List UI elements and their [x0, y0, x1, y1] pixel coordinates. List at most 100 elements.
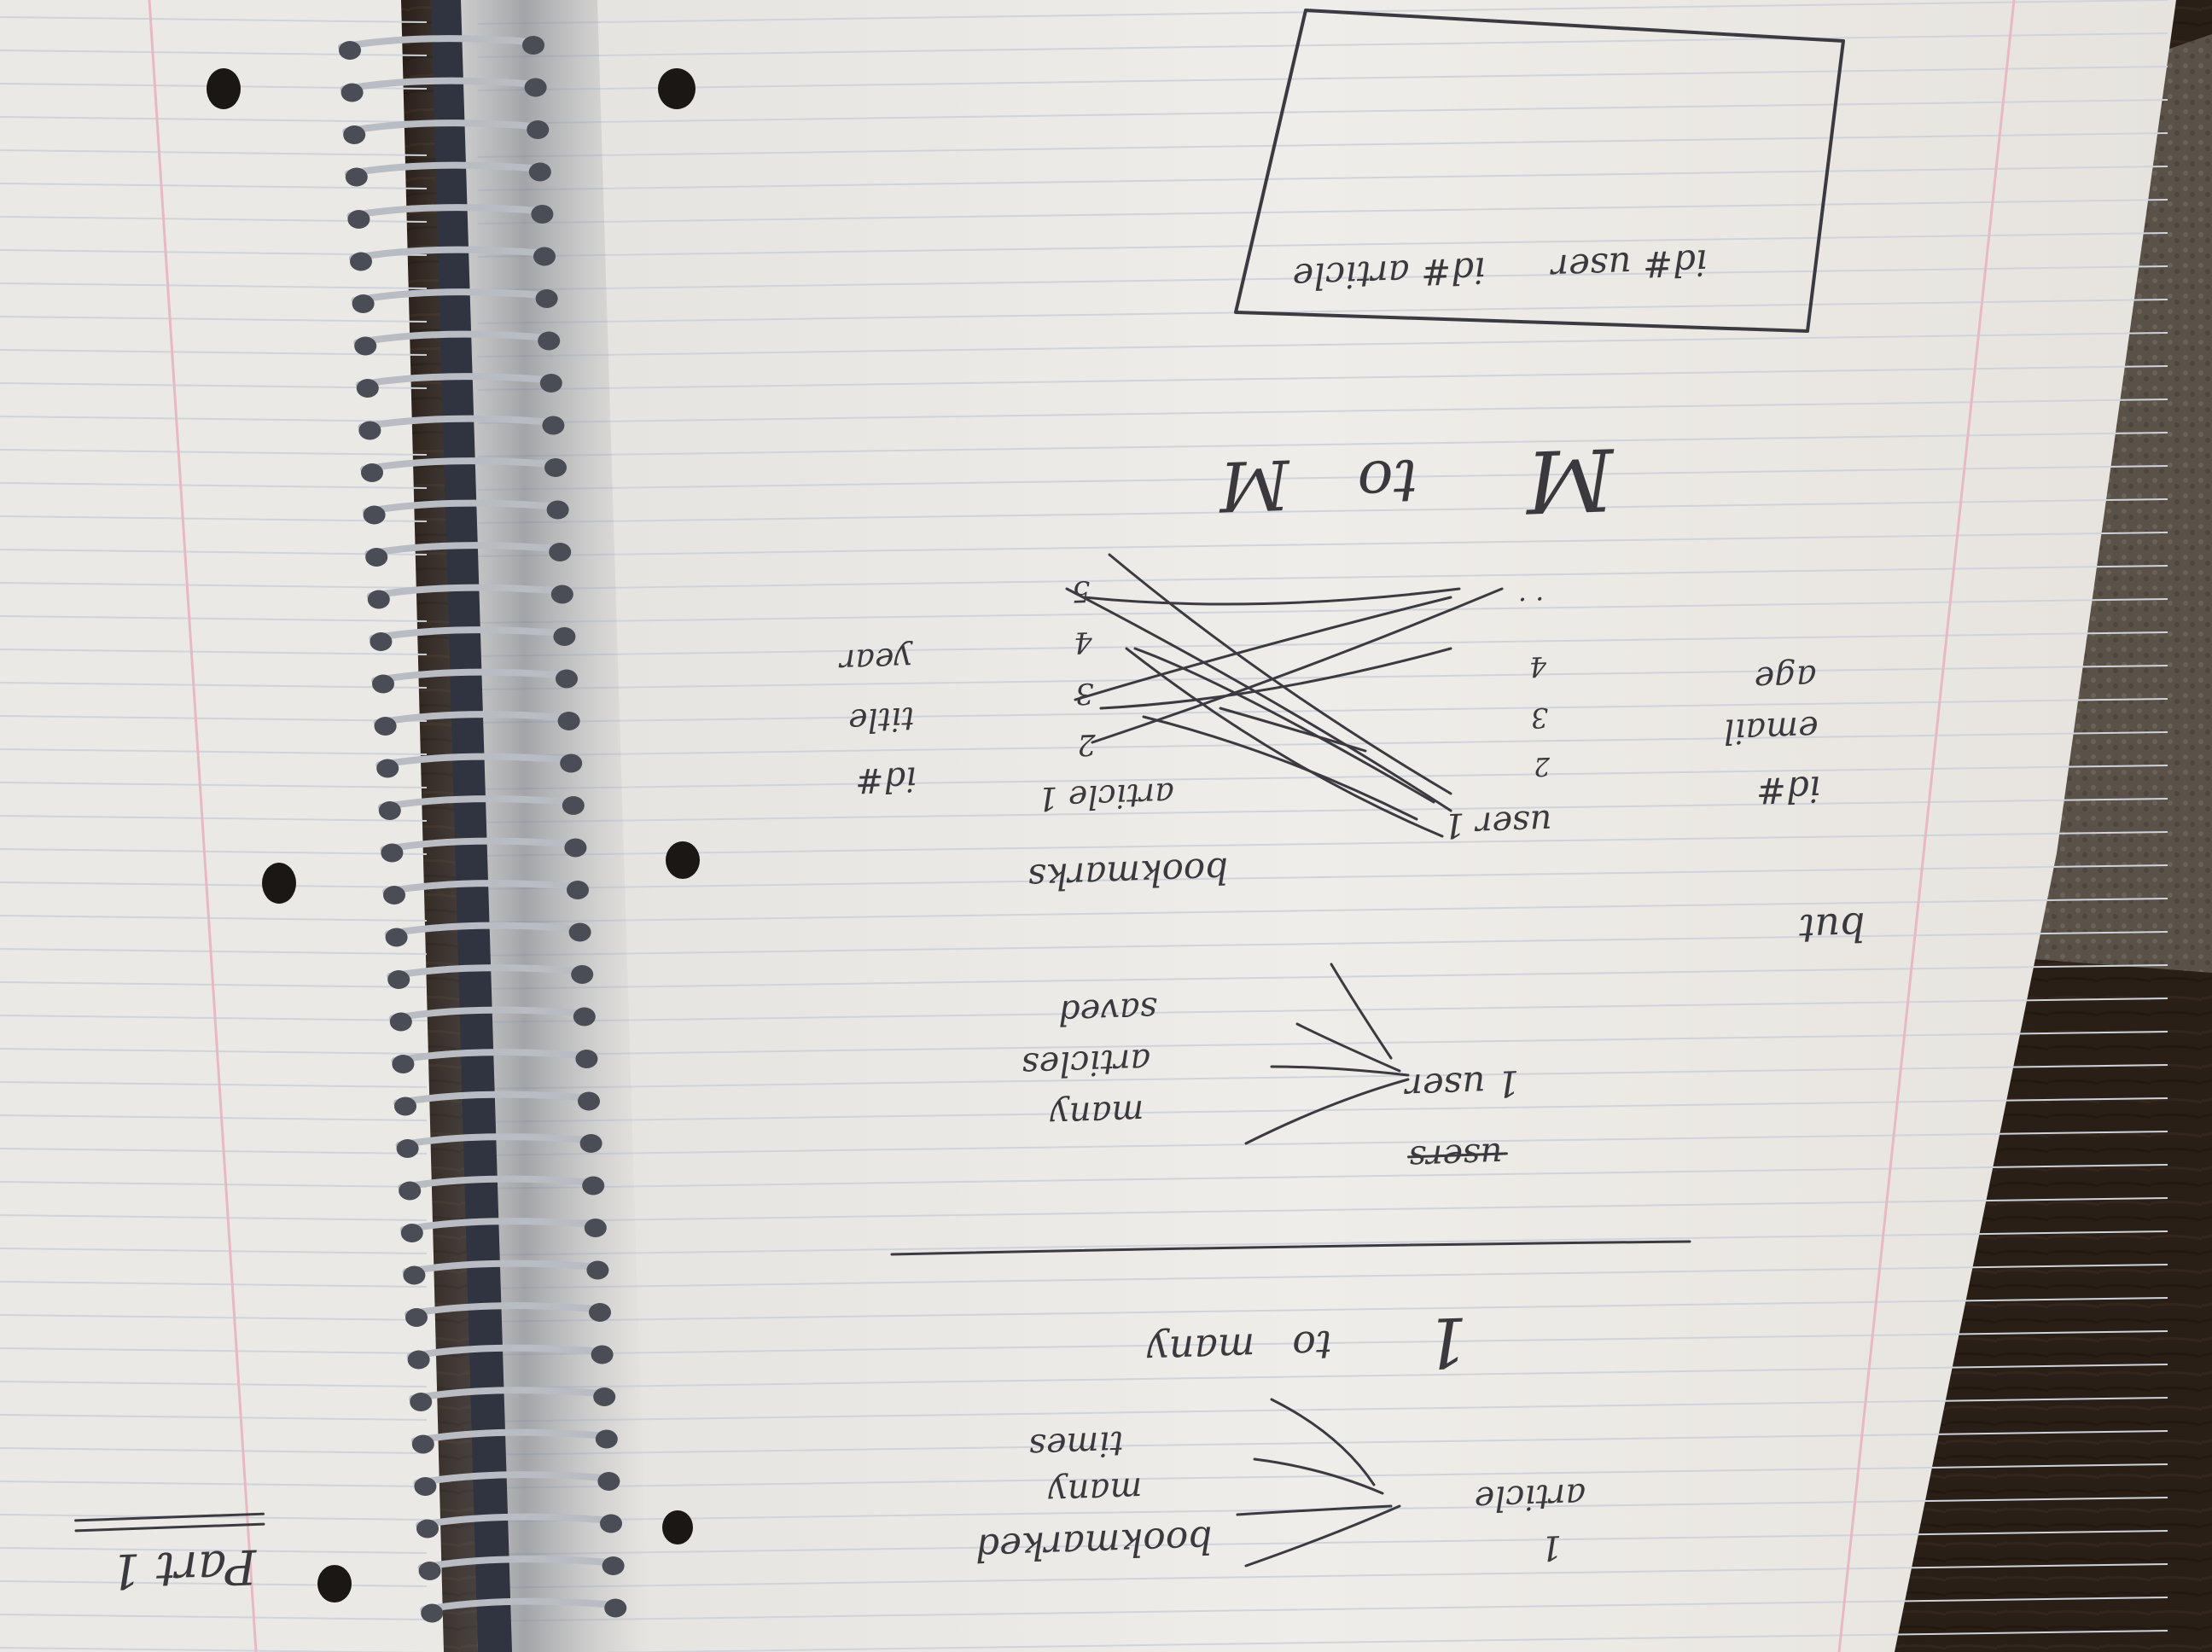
spiral-hole [522, 36, 544, 55]
spiral-hole [579, 1134, 602, 1153]
spiral-hole [396, 1139, 419, 1158]
spiral-hole [568, 922, 591, 942]
spiral-coil [398, 1175, 593, 1191]
rule-line-left [0, 1414, 428, 1421]
spiral-hole [591, 1345, 614, 1364]
spiral-hole [553, 627, 576, 646]
spiral-hole [385, 928, 408, 947]
rule-line-left [0, 1514, 428, 1521]
rule-line-left [0, 1248, 428, 1254]
spiral-hole [389, 1012, 412, 1032]
rule-line-right [477, 432, 2168, 457]
punch-holes [207, 68, 700, 1603]
spiral-coil [399, 1218, 595, 1233]
rule-line-left [0, 582, 428, 589]
spiral-hole [383, 886, 405, 905]
spiral-coil [380, 837, 575, 853]
spiral-coil [373, 711, 568, 726]
rule-line-left [0, 549, 428, 556]
m-right: M [1216, 444, 1292, 526]
many-label-2: many [1145, 1324, 1255, 1374]
times-label: times [1028, 1423, 1125, 1466]
spiral-hole [557, 712, 580, 730]
rule-line-left [0, 1447, 428, 1454]
rule-line-right [477, 964, 2168, 990]
spiral-hole [531, 205, 554, 224]
field-user-email: email [1723, 708, 1819, 751]
svg-text:but: but [1798, 904, 1866, 952]
rule-line-right [477, 565, 2168, 590]
spiral-hole [524, 78, 547, 97]
spiral-coil [369, 626, 564, 642]
spiral-hole [586, 1260, 609, 1280]
rule-line-right [477, 831, 2168, 857]
rule-line-left [0, 1614, 428, 1620]
rule-line-right [477, 1364, 2168, 1389]
rule-line-left [0, 382, 428, 389]
spiral-hole [584, 1219, 607, 1237]
spiral-hole [571, 965, 594, 984]
spiral-binding [338, 35, 627, 1623]
spiral-hole [544, 458, 567, 477]
spiral-hole [546, 500, 569, 520]
spiral-hole [575, 1050, 598, 1068]
one-to-many: 1 to many [1145, 1301, 1470, 1382]
spiral-hole [416, 1519, 439, 1539]
spiral-coil [417, 1556, 613, 1571]
rule-line-right [477, 1097, 2168, 1123]
spiral-hole [361, 463, 383, 482]
spiral-hole [339, 41, 361, 60]
field-user-age: age [1754, 657, 1818, 699]
rule-line-right [477, 66, 2168, 91]
spiral-hole [567, 881, 589, 899]
spiral-coil [358, 415, 553, 431]
rule-line-left [0, 1647, 428, 1652]
rule-line-left [0, 482, 428, 489]
field-article-year: year [837, 640, 915, 680]
spiral-hole [414, 1477, 437, 1496]
spiral-hole [550, 585, 573, 604]
spiral-hole [573, 1007, 596, 1027]
rule-line-right [477, 1297, 2168, 1323]
rule-line-right [477, 99, 2168, 125]
spiral-hole [405, 1308, 428, 1327]
spiral-coil [384, 922, 579, 938]
rule-line-left [0, 149, 428, 156]
spiral-coil [353, 330, 549, 346]
rule-line-left [0, 1181, 428, 1188]
spiral-hole [538, 331, 561, 351]
spiral-hole [564, 838, 587, 858]
rule-line-left [0, 1114, 428, 1121]
table-col-user: id# user [1548, 241, 1708, 288]
fields-user: id# email age [1723, 657, 1821, 812]
rule-line-right [477, 798, 2168, 823]
spiral-hole [593, 1387, 616, 1406]
many-label-3: many [1046, 1469, 1143, 1512]
spiral-coil [366, 584, 562, 600]
rule-line-right [477, 1563, 2168, 1589]
rule-line-left [0, 349, 428, 356]
spiral-hole [600, 1514, 622, 1533]
rule-line-right [477, 498, 2168, 524]
rule-line-left [0, 1347, 428, 1354]
fields-article: id# title year [837, 640, 917, 800]
spiral-coil [377, 795, 573, 811]
rule-line-left [0, 1015, 428, 1021]
spiral-hole [358, 421, 381, 440]
articles-n2: 2 [1077, 727, 1097, 762]
right-page [444, 0, 2176, 1652]
relation-lines [1065, 553, 1504, 838]
users-n2: 2 [1534, 751, 1551, 782]
spiral-hole [378, 801, 401, 820]
rule-line-right [477, 532, 2168, 557]
spiral-coil [393, 1091, 588, 1107]
spiral-hole [411, 1434, 434, 1454]
spiral-hole [410, 1393, 433, 1411]
margin-line-right [1837, 0, 2016, 1652]
spiral-coil [340, 77, 535, 93]
rule-line-left [0, 782, 428, 788]
rule-line-left [0, 515, 428, 522]
spiral-hole [595, 1429, 618, 1449]
rule-line-right [477, 998, 2168, 1023]
